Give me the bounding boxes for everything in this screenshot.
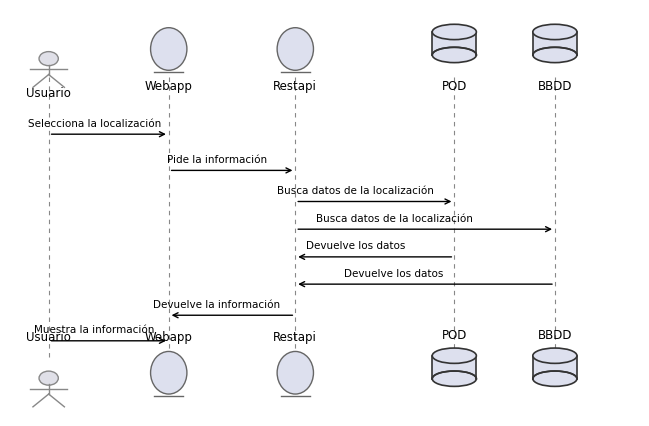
Bar bbox=[432, 32, 476, 55]
Text: Devuelve la información: Devuelve la información bbox=[153, 300, 280, 310]
Text: Usuario: Usuario bbox=[26, 331, 71, 344]
Text: Devuelve los datos: Devuelve los datos bbox=[344, 269, 444, 279]
Ellipse shape bbox=[432, 371, 476, 386]
Ellipse shape bbox=[533, 24, 577, 40]
Ellipse shape bbox=[533, 348, 577, 363]
Bar bbox=[533, 32, 577, 55]
Ellipse shape bbox=[277, 351, 313, 394]
Ellipse shape bbox=[432, 24, 476, 40]
Ellipse shape bbox=[151, 28, 187, 70]
Text: Busca datos de la localización: Busca datos de la localización bbox=[277, 186, 434, 196]
Text: Restapi: Restapi bbox=[273, 331, 317, 344]
Ellipse shape bbox=[533, 47, 577, 63]
Text: Restapi: Restapi bbox=[273, 80, 317, 93]
Text: Webapp: Webapp bbox=[145, 331, 193, 344]
Text: Webapp: Webapp bbox=[145, 80, 193, 93]
Ellipse shape bbox=[151, 351, 187, 394]
Ellipse shape bbox=[277, 28, 313, 70]
Text: Selecciona la localización: Selecciona la localización bbox=[28, 119, 161, 129]
Text: BBDD: BBDD bbox=[537, 328, 572, 342]
Ellipse shape bbox=[39, 52, 58, 66]
Text: Muestra la información: Muestra la información bbox=[34, 325, 154, 335]
Bar bbox=[533, 356, 577, 379]
Ellipse shape bbox=[432, 348, 476, 363]
Text: Devuelve los datos: Devuelve los datos bbox=[306, 242, 406, 251]
Ellipse shape bbox=[432, 47, 476, 63]
Text: Usuario: Usuario bbox=[26, 87, 71, 101]
Text: POD: POD bbox=[441, 80, 467, 93]
Text: POD: POD bbox=[441, 328, 467, 342]
Text: Busca datos de la localización: Busca datos de la localización bbox=[315, 214, 472, 224]
Ellipse shape bbox=[533, 371, 577, 386]
Text: Pide la información: Pide la información bbox=[167, 155, 267, 165]
Bar bbox=[432, 356, 476, 379]
Text: BBDD: BBDD bbox=[537, 80, 572, 93]
Ellipse shape bbox=[39, 371, 58, 385]
